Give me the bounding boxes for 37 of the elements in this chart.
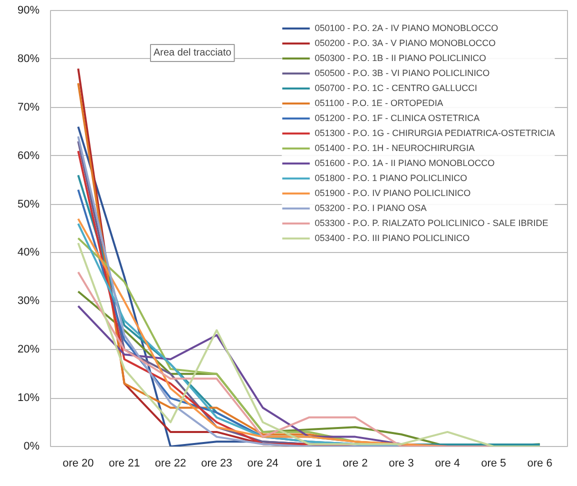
legend-label: 050700 - P.O. 1C - CENTRO GALLUCCI: [314, 82, 478, 94]
y-tick-label: 40%: [17, 246, 40, 259]
legend-label: 050200 - P.O. 3A - V PIANO MONOBLOCCO: [314, 37, 496, 49]
y-tick-label: 70%: [17, 101, 40, 114]
legend-label: 051100 - P.O. 1E - ORTOPEDIA: [314, 97, 444, 109]
legend-label: 050100 - P.O. 2A - IV PIANO MONOBLOCCO: [314, 22, 498, 34]
legend-label: 053300 - P.O. P. RIALZATO POLICLINICO - SALE IBRIDE: [314, 217, 548, 229]
x-tick-label: ore 21: [108, 458, 140, 470]
x-tick-label: ore 4: [434, 458, 460, 470]
y-tick-label: 10%: [17, 392, 40, 404]
legend-label: 050300 - P.O. 1B - II PIANO POLICLINICO: [314, 52, 486, 64]
legend-label: 053400 - P.O. III PIANO POLICLINICO: [314, 232, 470, 244]
y-tick-label: 50%: [17, 198, 40, 210]
x-tick-label: ore 6: [527, 458, 552, 470]
legend-label: 051400 - P.O. 1H - NEUROCHIRURGIA: [314, 142, 475, 154]
y-tick-label: 90%: [17, 4, 40, 16]
legend-label: 051200 - P.O. 1F - CLINICA OSTETRICA: [314, 112, 480, 124]
x-tick-label: ore 23: [201, 458, 232, 470]
x-tick-label: ore 20: [62, 458, 94, 470]
legend-label: 051900 - P.O. IV PIANO POLICLINICO: [314, 187, 471, 199]
x-tick-label: ore 3: [388, 458, 414, 470]
legend-label: 053200 - P.O. I PIANO OSA: [314, 202, 427, 214]
y-tick-label: 30%: [17, 295, 40, 308]
legend-label: 051600 - P.O. 1A - II PIANO MONOBLOCCO: [314, 157, 495, 169]
annotation: Area del tracciato: [154, 48, 232, 58]
x-tick-label: ore 5: [481, 458, 506, 470]
y-tick-label: 20%: [17, 344, 40, 356]
x-tick-label: ore 22: [154, 458, 186, 470]
x-tick-label: ore 1: [296, 458, 322, 470]
y-tick-label: 0%: [24, 440, 40, 452]
y-tick-label: 60%: [17, 150, 40, 162]
legend-label: 050500 - P.O. 3B - VI PIANO POLICLINICO: [314, 67, 490, 79]
y-tick-label: 80%: [17, 52, 40, 65]
legend-label: 051300 - P.O. 1G - CHIRURGIA PEDIATRICA-OSTETRICIA: [314, 127, 555, 139]
x-tick-label: ore 24: [247, 458, 278, 470]
x-tick-label: ore 2: [342, 458, 368, 470]
legend-label: 051800 - P.O. 1 PIANO POLICLINICO: [314, 172, 468, 184]
